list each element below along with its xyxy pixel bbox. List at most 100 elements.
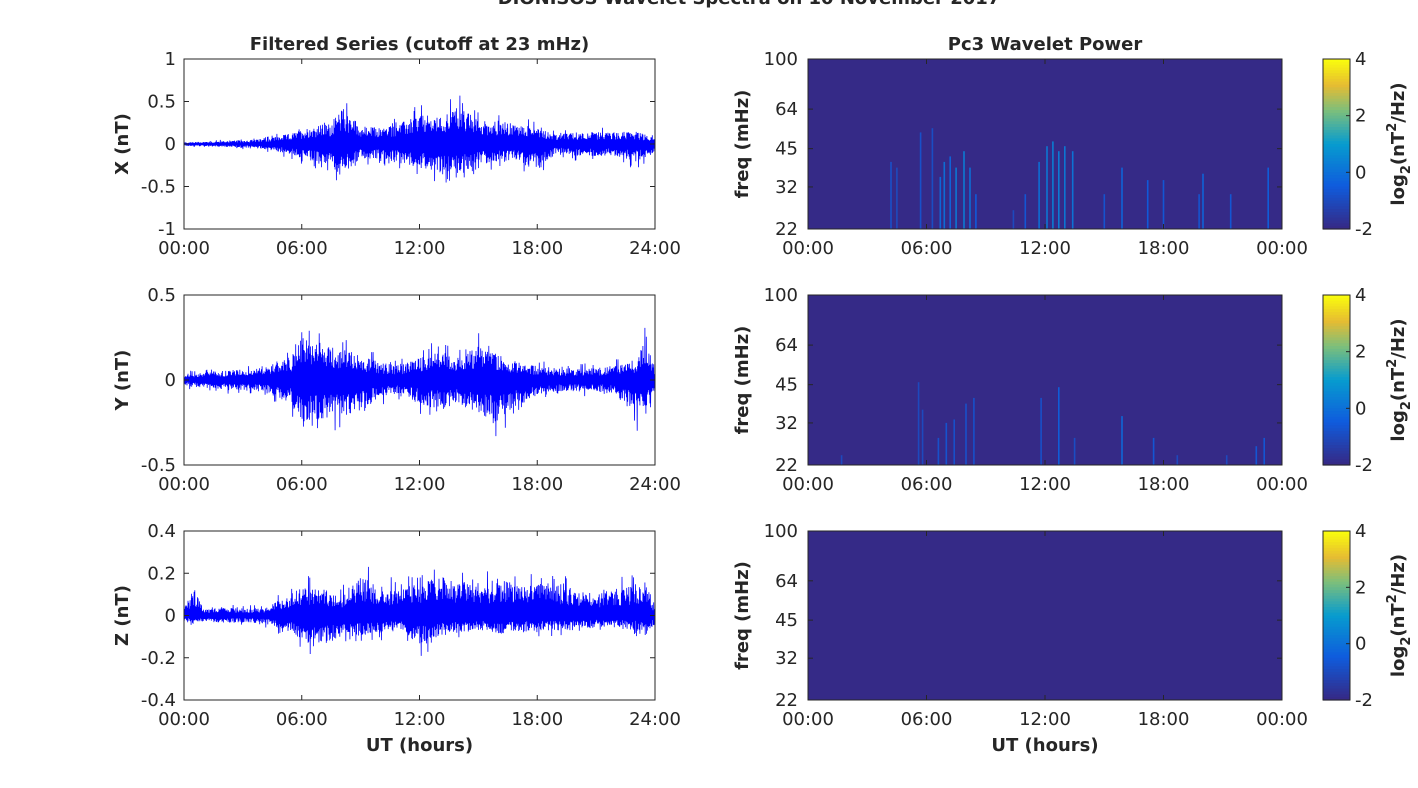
wavelet-burst — [949, 156, 951, 229]
ytick-label: 0.4 — [147, 521, 176, 542]
colorbar-swatch — [1323, 152, 1350, 156]
colorbar-swatch — [1323, 402, 1350, 407]
colorbar-swatch — [1323, 132, 1350, 137]
wavelet-burst — [1103, 194, 1106, 229]
wavelet-burst — [917, 382, 920, 465]
colorbar-swatch — [1323, 351, 1350, 356]
colorbar-label: log2(nT2/Hz) — [1385, 554, 1414, 677]
colorbar-swatch — [1323, 363, 1350, 367]
x-xtick-label: 24:00 — [629, 238, 681, 259]
x-xtick-label: 24:00 — [629, 709, 681, 730]
colorbar-swatch — [1323, 399, 1350, 404]
colorbar-swatch — [1323, 691, 1350, 695]
colorbar-swatch — [1323, 604, 1350, 608]
colorbar-swatch — [1323, 306, 1350, 310]
wavelet-burst — [955, 167, 957, 229]
colorbar-swatch — [1323, 677, 1350, 681]
colorbar-swatch — [1323, 377, 1350, 381]
colorbar-swatch — [1323, 442, 1350, 446]
colorbar-swatch — [1323, 323, 1350, 327]
colorbar-swatch — [1323, 346, 1350, 350]
colorbar-swatch — [1323, 371, 1350, 375]
colorbar-swatch — [1323, 73, 1350, 77]
colorbar-swatch — [1323, 419, 1350, 424]
ytick-label: -1 — [158, 219, 176, 240]
colorbar-tick-label: 2 — [1355, 342, 1366, 363]
colorbar-swatch — [1323, 295, 1350, 299]
colorbar-swatch — [1323, 192, 1350, 196]
colorbar-label-part: (nT — [1388, 131, 1409, 165]
wavelet-burst — [1121, 416, 1123, 465]
x-xtick-label: 00:00 — [782, 238, 834, 259]
ytick-label: 45 — [775, 610, 798, 631]
colorbar-swatch — [1323, 697, 1350, 701]
colorbar-swatch — [1323, 84, 1350, 88]
colorbar-swatch — [1323, 609, 1350, 614]
colorbar-swatch — [1323, 459, 1350, 463]
x-xtick-label: 12:00 — [394, 474, 446, 495]
colorbar-swatch — [1323, 163, 1350, 168]
x-xtick-label: 12:00 — [1019, 709, 1071, 730]
colorbar-tick-label: 0 — [1355, 162, 1366, 183]
colorbar-label-part: 2 — [1385, 359, 1400, 368]
wavelet-burst — [921, 409, 924, 465]
colorbar-label-part: 2 — [1399, 637, 1414, 646]
colorbar-swatch — [1323, 175, 1350, 179]
colorbar-swatch — [1323, 93, 1350, 97]
wavelet-burst — [1058, 387, 1060, 465]
ytick-label: 64 — [775, 571, 798, 592]
x-xtick-label: 18:00 — [1138, 709, 1190, 730]
colorbar-swatch — [1323, 405, 1350, 409]
colorbar-swatch — [1323, 411, 1350, 415]
wavelet-burst — [1263, 437, 1265, 465]
colorbar-label-part: 2 — [1385, 594, 1400, 603]
x-xtick-label: 00:00 — [158, 474, 210, 495]
wavelet-burst — [1058, 151, 1060, 229]
colorbar-swatch — [1323, 107, 1350, 111]
colorbar-swatch — [1323, 666, 1350, 670]
colorbar-swatch — [1323, 547, 1350, 552]
colorbar-swatch — [1323, 320, 1350, 324]
xlabel: UT (hours) — [366, 735, 473, 756]
ytick-label: 100 — [764, 285, 798, 306]
colorbar-swatch — [1323, 545, 1350, 549]
colorbar-swatch — [1323, 685, 1350, 690]
ytick-label: 22 — [775, 219, 798, 240]
colorbar-swatch — [1323, 360, 1350, 364]
colorbar-swatch — [1323, 149, 1350, 154]
ytick-label: 0.2 — [147, 563, 176, 584]
colorbar-swatch — [1323, 533, 1350, 538]
colorbar-swatch — [1323, 431, 1350, 435]
ytick-label: 22 — [775, 455, 798, 476]
colorbar-swatch — [1323, 141, 1350, 145]
colorbar-swatch — [1323, 312, 1350, 316]
ytick-label: -0.4 — [141, 690, 176, 711]
ytick-label: -0.5 — [141, 455, 176, 476]
colorbar-swatch — [1323, 448, 1350, 452]
colorbar-swatch — [1323, 129, 1350, 134]
panel-title: Pc3 Wavelet Power — [948, 34, 1143, 55]
panel-2: 0.5 0 -0.500:00 06:00 12:00 18:00 24:00 Y (nT) — [112, 285, 681, 495]
colorbar-swatch — [1323, 439, 1350, 443]
x-xtick-label: 12:00 — [394, 709, 446, 730]
ylabel: Z (nT) — [112, 585, 133, 646]
colorbar-swatch — [1323, 300, 1350, 305]
colorbar-swatch — [1323, 118, 1350, 122]
colorbar-swatch — [1323, 553, 1350, 557]
x-xtick-label: 06:00 — [276, 474, 328, 495]
colorbar-label-part: (nT — [1388, 603, 1409, 637]
colorbar-swatch — [1323, 314, 1350, 319]
colorbar-swatch — [1323, 408, 1350, 412]
colorbar-tick-label: 0 — [1355, 634, 1366, 655]
x-xtick-label: 00:00 — [782, 474, 834, 495]
colorbar-swatch — [1323, 110, 1350, 114]
heatmap-background — [808, 531, 1282, 700]
colorbar-swatch — [1323, 683, 1350, 687]
wavelet-burst — [953, 419, 955, 465]
x-xtick-label: 00:00 — [782, 709, 834, 730]
x-xtick-label: 18:00 — [511, 474, 563, 495]
colorbar-swatch — [1323, 570, 1350, 574]
wavelet-burst — [945, 422, 948, 465]
